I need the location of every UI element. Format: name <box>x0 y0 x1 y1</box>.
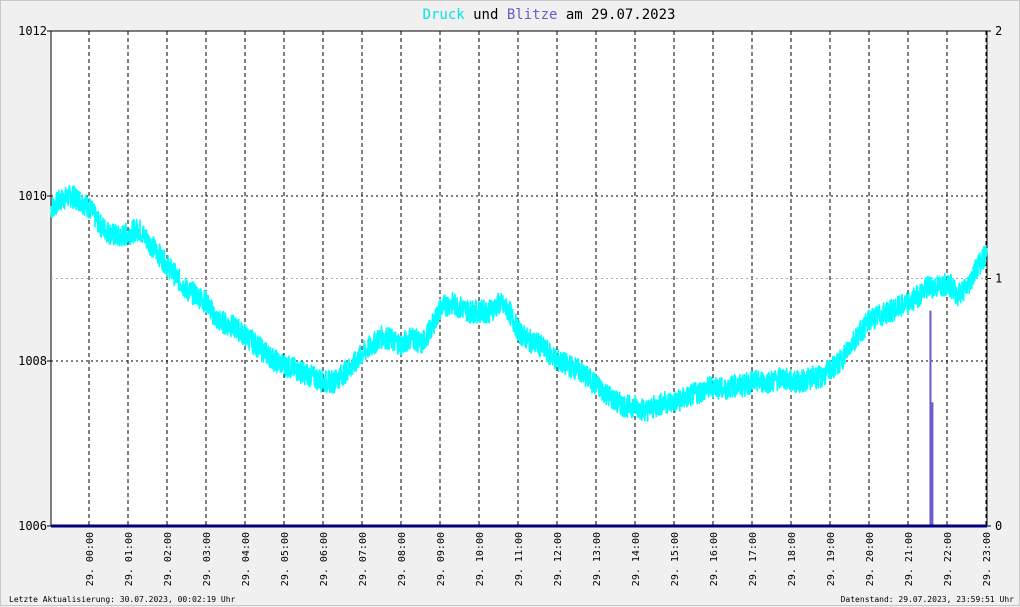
y-left-tick-label: 1008 <box>18 354 47 368</box>
x-tick-label: 29. 14:00 <box>631 532 642 586</box>
chart-title: Druck und Blitze am 29.07.2023 <box>423 7 676 23</box>
x-tick-label: 29. 05:00 <box>280 532 291 586</box>
x-tick-label: 29. 11:00 <box>514 532 525 586</box>
x-tick-label: 29. 03:00 <box>202 532 213 586</box>
x-axis: 29. 00:00 29. 01:00 29. 02:00 29. 03:00 29. … <box>85 532 993 586</box>
x-tick-label: 29. 02:00 <box>163 532 174 586</box>
x-tick-label: 29. 18:00 <box>787 532 798 586</box>
x-tick-label: 29. 21:00 <box>904 532 915 586</box>
y-axis-left: 1006 1008 1010 1012 <box>18 24 51 533</box>
x-tick-label: 29. 09:00 <box>436 532 447 586</box>
footer-last-update: Letzte Aktualisierung: 30.07.2023, 00:02… <box>9 595 236 604</box>
druck-line <box>50 184 988 422</box>
x-tick-label: 29. 20:00 <box>865 532 876 586</box>
x-tick-label: 29. 17:00 <box>748 532 759 586</box>
y-left-tick-label: 1010 <box>18 189 47 203</box>
title-blitze: Blitze <box>507 7 558 23</box>
x-tick-label: 29. 00:00 <box>85 532 96 586</box>
y-right-tick-label: 0 <box>995 519 1002 533</box>
y-right-tick-label: 2 <box>995 24 1002 38</box>
x-tick-label: 29. 19:00 <box>826 532 837 586</box>
x-tick-label: 29. 22:00 <box>943 532 954 586</box>
y-axis-right: 0 1 2 <box>987 24 1002 533</box>
title-date: am 29.07.2023 <box>557 7 675 23</box>
series-druck <box>50 184 988 422</box>
x-tick-label: 29. 07:00 <box>358 532 369 586</box>
series-blitze <box>929 310 934 526</box>
x-tick-label: 29. 08:00 <box>397 532 408 586</box>
x-tick-label: 29. 04:00 <box>241 532 252 586</box>
y-left-tick-label: 1012 <box>18 24 47 38</box>
x-tick-label: 29. 12:00 <box>553 532 564 586</box>
y-left-tick-label: 1006 <box>18 519 47 533</box>
y-right-tick-label: 1 <box>995 272 1002 286</box>
x-tick-label: 29. 06:00 <box>319 532 330 586</box>
x-tick-label: 29. 10:00 <box>475 532 486 586</box>
x-tick-label: 29. 23:00 <box>982 532 993 586</box>
footer-data-timestamp: Datenstand: 29.07.2023, 23:59:51 Uhr <box>841 595 1015 604</box>
title-druck: Druck <box>423 7 466 23</box>
x-tick-label: 29. 16:00 <box>709 532 720 586</box>
x-tick-label: 29. 13:00 <box>592 532 603 586</box>
x-tick-label: 29. 01:00 <box>124 532 135 586</box>
title-und: und <box>465 7 507 23</box>
x-tick-label: 29. 15:00 <box>670 532 681 586</box>
